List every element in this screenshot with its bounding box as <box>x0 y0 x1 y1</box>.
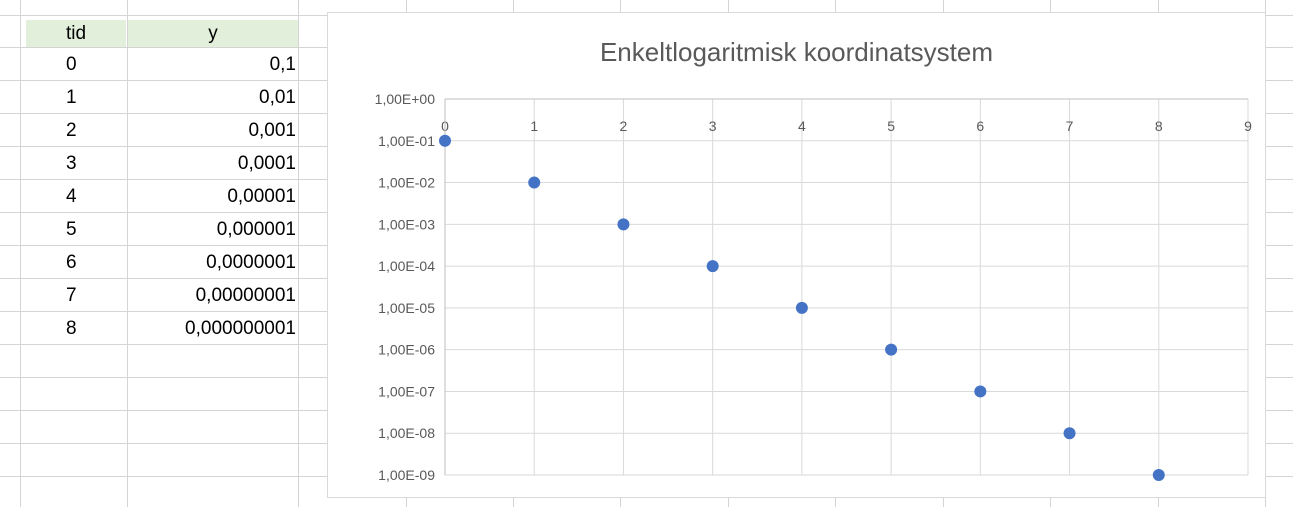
data-point <box>439 134 451 147</box>
cell-y[interactable]: 0,00001 <box>227 186 296 207</box>
cell-tid[interactable]: 3 <box>66 153 77 174</box>
x-tick-label: 9 <box>1244 118 1252 134</box>
x-tick-label: 6 <box>976 118 984 134</box>
x-tick-label: 4 <box>798 118 806 134</box>
cell-y[interactable]: 0,000000001 <box>185 318 296 339</box>
x-tick-label: 7 <box>1066 118 1074 134</box>
cell-tid[interactable]: 1 <box>66 87 77 108</box>
x-tick-label: 2 <box>620 118 628 134</box>
cell-tid[interactable]: 4 <box>66 186 77 207</box>
chart-title: Enkeltlogaritmisk koordinatsystem <box>599 37 994 67</box>
cell-y[interactable]: 0,0000001 <box>206 252 296 273</box>
header-y[interactable]: y <box>128 20 298 47</box>
cell-tid[interactable]: 8 <box>66 318 77 339</box>
cell-y[interactable]: 0,1 <box>269 54 296 75</box>
cell-y[interactable]: 0,000001 <box>216 219 296 240</box>
cell-y[interactable]: 0,0001 <box>237 153 296 174</box>
cell-tid[interactable]: 5 <box>66 219 77 240</box>
cell-y[interactable]: 0,01 <box>259 87 296 108</box>
cell-tid[interactable]: 7 <box>66 285 77 306</box>
sheet-col-line <box>298 0 299 507</box>
data-point <box>885 343 898 356</box>
x-tick-label: 5 <box>887 118 895 134</box>
y-tick-label: 1,00E-01 <box>378 133 435 149</box>
y-tick-label: 1,00E-04 <box>378 258 435 274</box>
data-point <box>617 218 630 231</box>
cell-tid[interactable]: 2 <box>66 120 77 141</box>
x-tick-label: 3 <box>709 118 717 134</box>
data-point <box>1063 427 1076 440</box>
cell-y[interactable]: 0,00000001 <box>195 285 296 306</box>
sheet-col-line <box>20 0 21 507</box>
cell-tid[interactable]: 6 <box>66 252 77 273</box>
data-point <box>1152 469 1165 481</box>
data-point <box>795 301 808 314</box>
cell-y[interactable]: 0,001 <box>248 120 296 141</box>
y-tick-label: 1,00E-08 <box>378 425 435 441</box>
y-tick-label: 1,00E-09 <box>378 467 435 483</box>
x-tick-label: 1 <box>530 118 538 134</box>
y-tick-label: 1,00E-07 <box>378 383 435 399</box>
y-tick-label: 1,00E-03 <box>378 216 435 232</box>
y-tick-label: 1,00E-06 <box>378 342 435 358</box>
header-tid[interactable]: tid <box>26 20 126 47</box>
chart-area[interactable]: Enkeltlogaritmisk koordinatsystem 1,00E+… <box>327 12 1266 498</box>
cell-tid[interactable]: 0 <box>66 54 77 75</box>
y-tick-label: 1,00E-02 <box>378 175 435 191</box>
data-point <box>706 260 719 273</box>
y-tick-label: 1,00E+00 <box>375 91 436 107</box>
data-point <box>528 176 541 189</box>
chart-plot: 1,00E+00 1,00E-01 1,00E-02 1,00E-03 1,00E-04… <box>375 91 1252 483</box>
y-tick-label: 1,00E-05 <box>378 300 435 316</box>
data-point <box>974 385 987 398</box>
x-tick-label: 8 <box>1155 118 1163 134</box>
sheet-col-line <box>127 0 128 507</box>
